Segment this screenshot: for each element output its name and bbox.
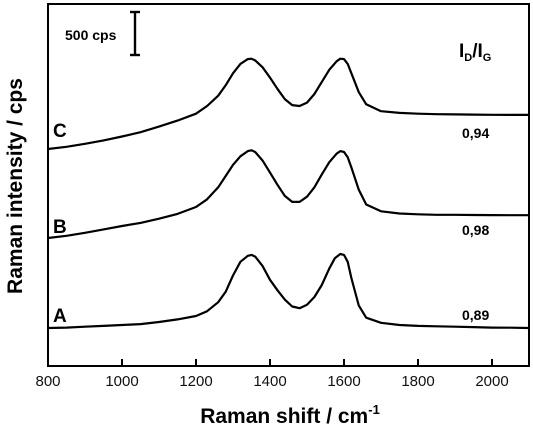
- x-tick-label: 1600: [327, 373, 360, 390]
- series-line-a: [47, 252, 530, 330]
- ratio-header-sub-g: G: [483, 52, 492, 64]
- x-tick-label: 1200: [179, 373, 212, 390]
- scale-bar: 500 cps: [65, 10, 140, 57]
- x-tick-label: 800: [35, 373, 60, 390]
- x-axis-title-sup: -1: [368, 402, 380, 417]
- ratio-value-b: 0,98: [462, 222, 489, 238]
- x-axis-title: Raman shift / cm-1: [200, 402, 380, 428]
- series-label-a: A: [53, 306, 67, 327]
- ratio-header-sep: /I: [472, 41, 483, 62]
- x-tick-label: 1400: [253, 373, 286, 390]
- x-tick-label: 1800: [401, 373, 434, 390]
- series-label-c: C: [53, 121, 67, 142]
- ratio-value-c: 0,94: [462, 125, 489, 141]
- x-tick-label: 1000: [105, 373, 138, 390]
- plot-frame: [47, 3, 530, 367]
- ratio-header-i: I: [459, 41, 464, 62]
- scale-bar-label: 500 cps: [65, 27, 117, 43]
- y-axis-title: Raman intensity / cps: [4, 78, 27, 294]
- series-line-c: [47, 57, 529, 151]
- series-curves: [47, 57, 530, 330]
- ratio-value-a: 0,89: [462, 307, 489, 323]
- ratio-header: ID/IG: [459, 41, 491, 64]
- series-line-b: [47, 149, 529, 240]
- series-label-b: B: [53, 217, 67, 238]
- x-tick-label: 2000: [475, 373, 508, 390]
- ratio-header-sub-d: D: [464, 52, 472, 64]
- x-axis-ticks: 800 1000 1200 1400 1600 1800 2000: [35, 359, 509, 390]
- x-axis-title-main: Raman shift / cm: [200, 405, 368, 428]
